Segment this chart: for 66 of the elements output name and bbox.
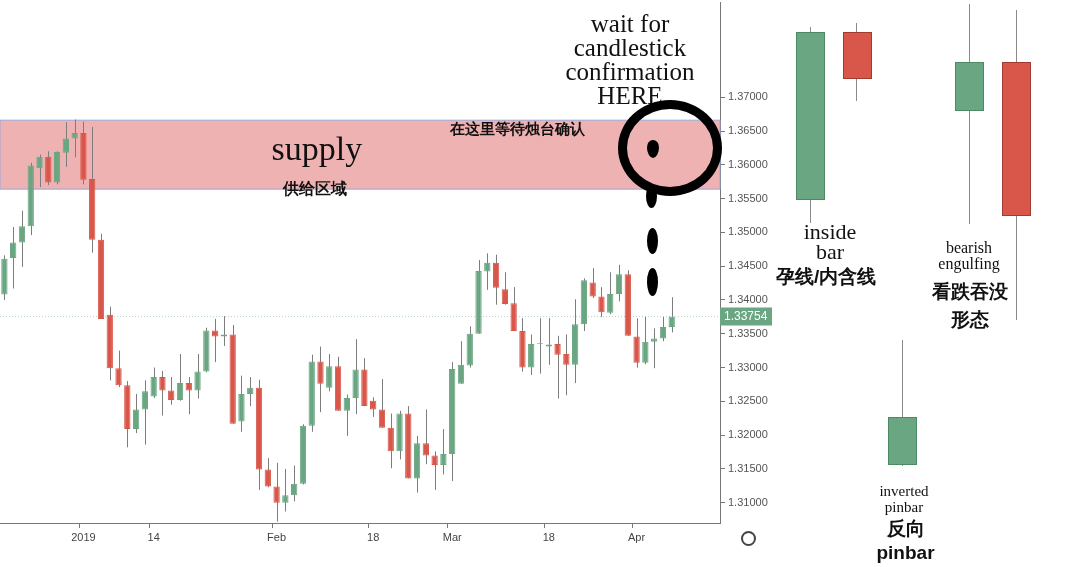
candlestick (115, 350, 122, 388)
candlestick (440, 428, 447, 475)
candlestick (132, 393, 140, 434)
y-tick-label: 1.33500 (728, 326, 768, 339)
candlestick (264, 457, 271, 488)
x-tick-label: 18 (542, 530, 555, 543)
annotation: 供给区域 (283, 180, 348, 198)
candlestick (194, 353, 201, 400)
x-tick-label: 14 (147, 530, 160, 543)
x-tick-label: Apr (628, 530, 646, 543)
candlestick (378, 378, 386, 429)
text: inside bar (802, 219, 858, 264)
band-label: supply (271, 129, 363, 167)
candlestick (642, 316, 649, 365)
candlestick (589, 267, 596, 299)
candlestick (317, 346, 324, 413)
y-tick-label: 1.36000 (728, 157, 768, 170)
y-tick-label: 1.35000 (728, 225, 768, 238)
candlestick (563, 333, 570, 396)
y-tick-label: 1.32000 (728, 428, 768, 441)
text: bearish engulfing (937, 239, 1001, 272)
candlestick (607, 271, 614, 315)
candlestick (598, 286, 605, 318)
candlestick (615, 264, 623, 302)
candlestick (528, 333, 535, 376)
y-tick-label: 1.31000 (728, 495, 768, 508)
x-tick-label: 2019 (71, 530, 96, 543)
candlestick (45, 150, 52, 186)
candlestick (62, 121, 70, 168)
y-tick-label: 1.32500 (728, 394, 768, 407)
x-tick-label: 18 (367, 530, 380, 543)
x-tick-label: Feb (267, 530, 287, 543)
candlestick (71, 119, 78, 158)
candlestick (650, 327, 658, 369)
candlestick (326, 353, 333, 392)
y-tick-label: 1.31500 (728, 461, 768, 474)
candlestick (431, 450, 438, 491)
y-tick-label: 1.34500 (728, 259, 768, 272)
text: 看跌吞没形态 (931, 280, 1009, 332)
candlestick (422, 408, 430, 465)
annotation: wait for candlestick confirmation HERE (564, 10, 696, 109)
candlestick (185, 376, 192, 415)
candlestick (457, 340, 465, 385)
candlestick (282, 468, 289, 513)
candlestick (343, 394, 350, 437)
candlestick (159, 370, 166, 417)
candlestick (501, 271, 509, 306)
y-tick-label: 1.35500 (728, 191, 768, 204)
y-tick-label: 1.36500 (728, 124, 768, 137)
text: 孕线/内含线 (776, 265, 878, 289)
text: inverted pinbar (878, 483, 930, 515)
y-tick-label: 1.37000 (728, 90, 768, 103)
candlestick (36, 154, 43, 188)
y-tick-label: 1.34000 (728, 293, 768, 305)
candlestick (492, 254, 500, 306)
candlestick (554, 335, 561, 400)
candlestick (176, 353, 184, 402)
annotation: 在这里等待烛台确认 (450, 120, 586, 138)
x-tick-label: Mar (442, 530, 462, 543)
text: 反向pinbar (875, 517, 936, 565)
candlestick (484, 252, 491, 291)
y-tick-label: 1.33000 (728, 360, 768, 373)
candlestick (150, 367, 157, 399)
ref-line-label: 1.33754 (724, 308, 768, 323)
candlestick (18, 210, 26, 268)
candlestick (141, 379, 149, 446)
